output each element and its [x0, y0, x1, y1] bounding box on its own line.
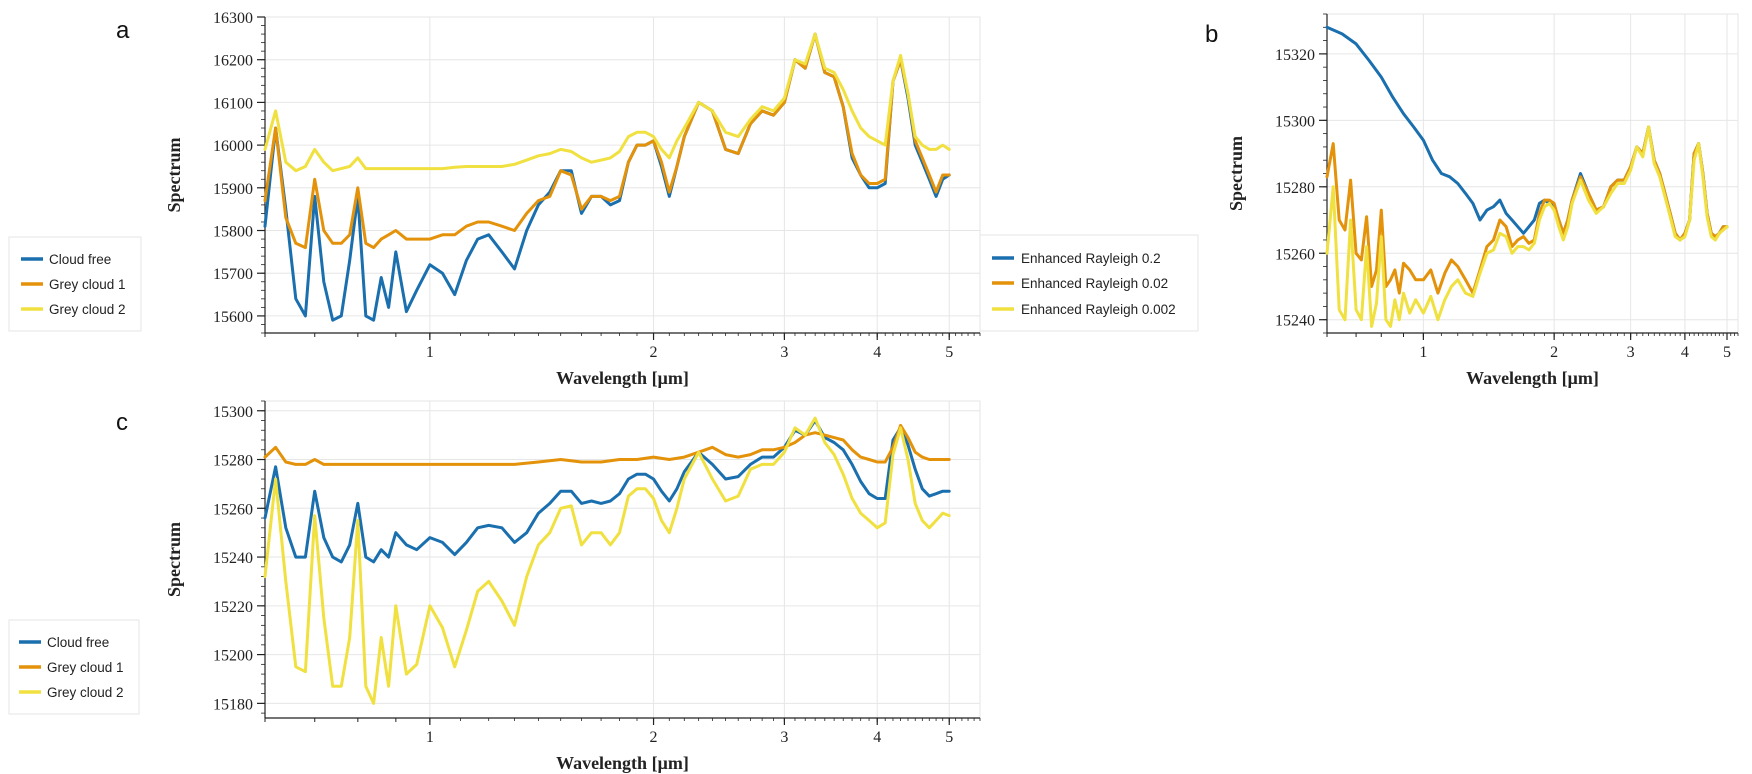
y-tick-label: 16100 — [213, 95, 253, 112]
x-axis-title: Wavelength [µm] — [556, 368, 689, 388]
x-tick-label: 3 — [1627, 344, 1635, 361]
y-tick-label: 15180 — [213, 696, 253, 713]
legend-panel-a-right: Enhanced Rayleigh 0.2 Enhanced Rayleigh … — [979, 234, 1199, 332]
legend-label-enhanced-rayleigh-0.2: Enhanced Rayleigh 0.2 — [1021, 251, 1161, 266]
y-tick-label: 15220 — [213, 599, 253, 616]
y-tick-label: 15260 — [1275, 246, 1315, 263]
x-tick-label: 1 — [426, 729, 434, 746]
series-line-a-yellow — [263, 32, 951, 173]
legend-label-grey-cloud-2: Grey cloud 2 — [49, 302, 126, 317]
series-line-a-orange — [263, 32, 951, 250]
y-tick-label: 15320 — [1275, 47, 1315, 64]
series-line-b-yellow — [1325, 125, 1729, 328]
legend-label-enhanced-rayleigh-0.02: Enhanced Rayleigh 0.02 — [1021, 276, 1168, 291]
y-tick-label: 15700 — [213, 266, 253, 283]
series-line-c-blue — [263, 419, 951, 564]
chart-panel-a: 1 2 3 4 5 15600 15700 15800 15900 16000 16100 16200… — [164, 10, 981, 388]
x-tick-label: 2 — [650, 344, 658, 361]
x-tick-label: 5 — [945, 344, 953, 361]
legend-label-cloud-free: Cloud free — [49, 252, 111, 267]
x-tick-label: 2 — [650, 729, 658, 746]
y-tick-label: 16000 — [213, 138, 253, 155]
legend-label-grey-cloud-2: Grey cloud 2 — [47, 685, 124, 700]
plot-area — [1326, 13, 1739, 334]
panel-letter-c: c — [116, 409, 128, 436]
series-line-c-yellow — [263, 416, 951, 705]
y-axis-title: Spectrum — [164, 522, 184, 597]
y-tick-label: 15280 — [1275, 180, 1315, 197]
y-tick-label: 15300 — [213, 404, 253, 421]
chart-panel-c: 1 2 3 4 5 15180 15200 15220 15240 15260 15280 15300… — [164, 400, 981, 773]
legend-label-grey-cloud-1: Grey cloud 1 — [47, 660, 124, 675]
legend-label-grey-cloud-1: Grey cloud 1 — [49, 277, 126, 292]
plot-area — [264, 16, 981, 334]
x-axis-title: Wavelength [µm] — [1466, 368, 1599, 388]
x-tick-label: 4 — [1681, 344, 1689, 361]
y-tick-label: 15200 — [213, 648, 253, 665]
y-tick-label: 15800 — [213, 224, 253, 241]
x-tick-label: 5 — [1723, 344, 1731, 361]
y-axis-title: Spectrum — [164, 138, 184, 213]
y-tick-label: 16300 — [213, 10, 253, 27]
y-axis-title: Spectrum — [1226, 136, 1246, 211]
legend-label-enhanced-rayleigh-0.002: Enhanced Rayleigh 0.002 — [1021, 302, 1176, 317]
x-axis-title: Wavelength [µm] — [556, 753, 689, 773]
y-tick-label: 15300 — [1275, 113, 1315, 130]
chart-panel-b: 1 2 3 4 5 15240 15260 15280 15300 15320 Wavelength… — [1226, 13, 1739, 388]
legend-label-cloud-free: Cloud free — [47, 635, 109, 650]
y-tick-label: 15240 — [213, 550, 253, 567]
panel-letter-b: b — [1205, 21, 1218, 48]
x-tick-label: 4 — [873, 344, 881, 361]
panel-letter-a: a — [116, 17, 130, 44]
x-tick-label: 2 — [1550, 344, 1558, 361]
y-tick-label: 15280 — [213, 453, 253, 470]
legend-panel-c-left: Cloud free Grey cloud 1 Grey cloud 2 — [8, 619, 140, 715]
x-tick-label: 3 — [780, 729, 788, 746]
x-tick-label: 1 — [1419, 344, 1427, 361]
x-tick-label: 4 — [873, 729, 881, 746]
x-tick-label: 5 — [945, 729, 953, 746]
y-tick-label: 15900 — [213, 181, 253, 198]
y-tick-label: 16200 — [213, 53, 253, 70]
legend-box — [979, 234, 1199, 332]
x-tick-label: 1 — [426, 344, 434, 361]
y-tick-label: 15600 — [213, 309, 253, 326]
y-tick-label: 15260 — [213, 501, 253, 518]
legend-panel-a-left: Cloud free Grey cloud 1 Grey cloud 2 — [8, 236, 142, 332]
x-tick-label: 3 — [780, 344, 788, 361]
y-tick-label: 15240 — [1275, 313, 1315, 330]
